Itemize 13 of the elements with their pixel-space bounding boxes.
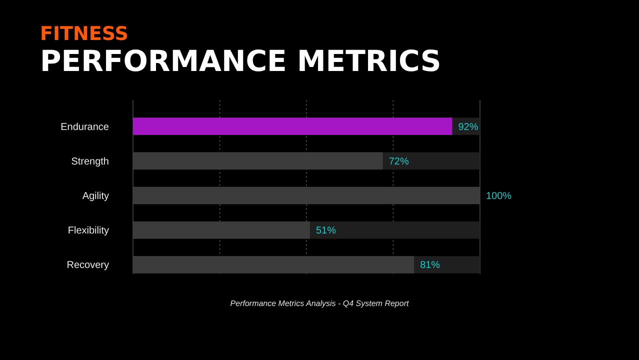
text: Performance Metrics Analysis - Q4 System Report: [230, 299, 410, 308]
data-label: 92%: [458, 122, 478, 133]
y-tick-label: Agility: [82, 191, 109, 202]
y-tick-label: Recovery: [66, 260, 109, 272]
y-tick-label: Endurance: [60, 122, 110, 133]
y-tick-label: Flexibility: [68, 226, 109, 237]
y-tick-label: Strength: [71, 156, 109, 168]
data-label: 51%: [316, 226, 336, 237]
data-label: 100%: [486, 191, 512, 202]
data-label: 72%: [388, 156, 409, 168]
data-label: 81%: [420, 260, 440, 272]
chart-subtitle: FITNESS: [40, 23, 128, 45]
chart-title: PERFORMANCE METRICS: [40, 44, 442, 78]
